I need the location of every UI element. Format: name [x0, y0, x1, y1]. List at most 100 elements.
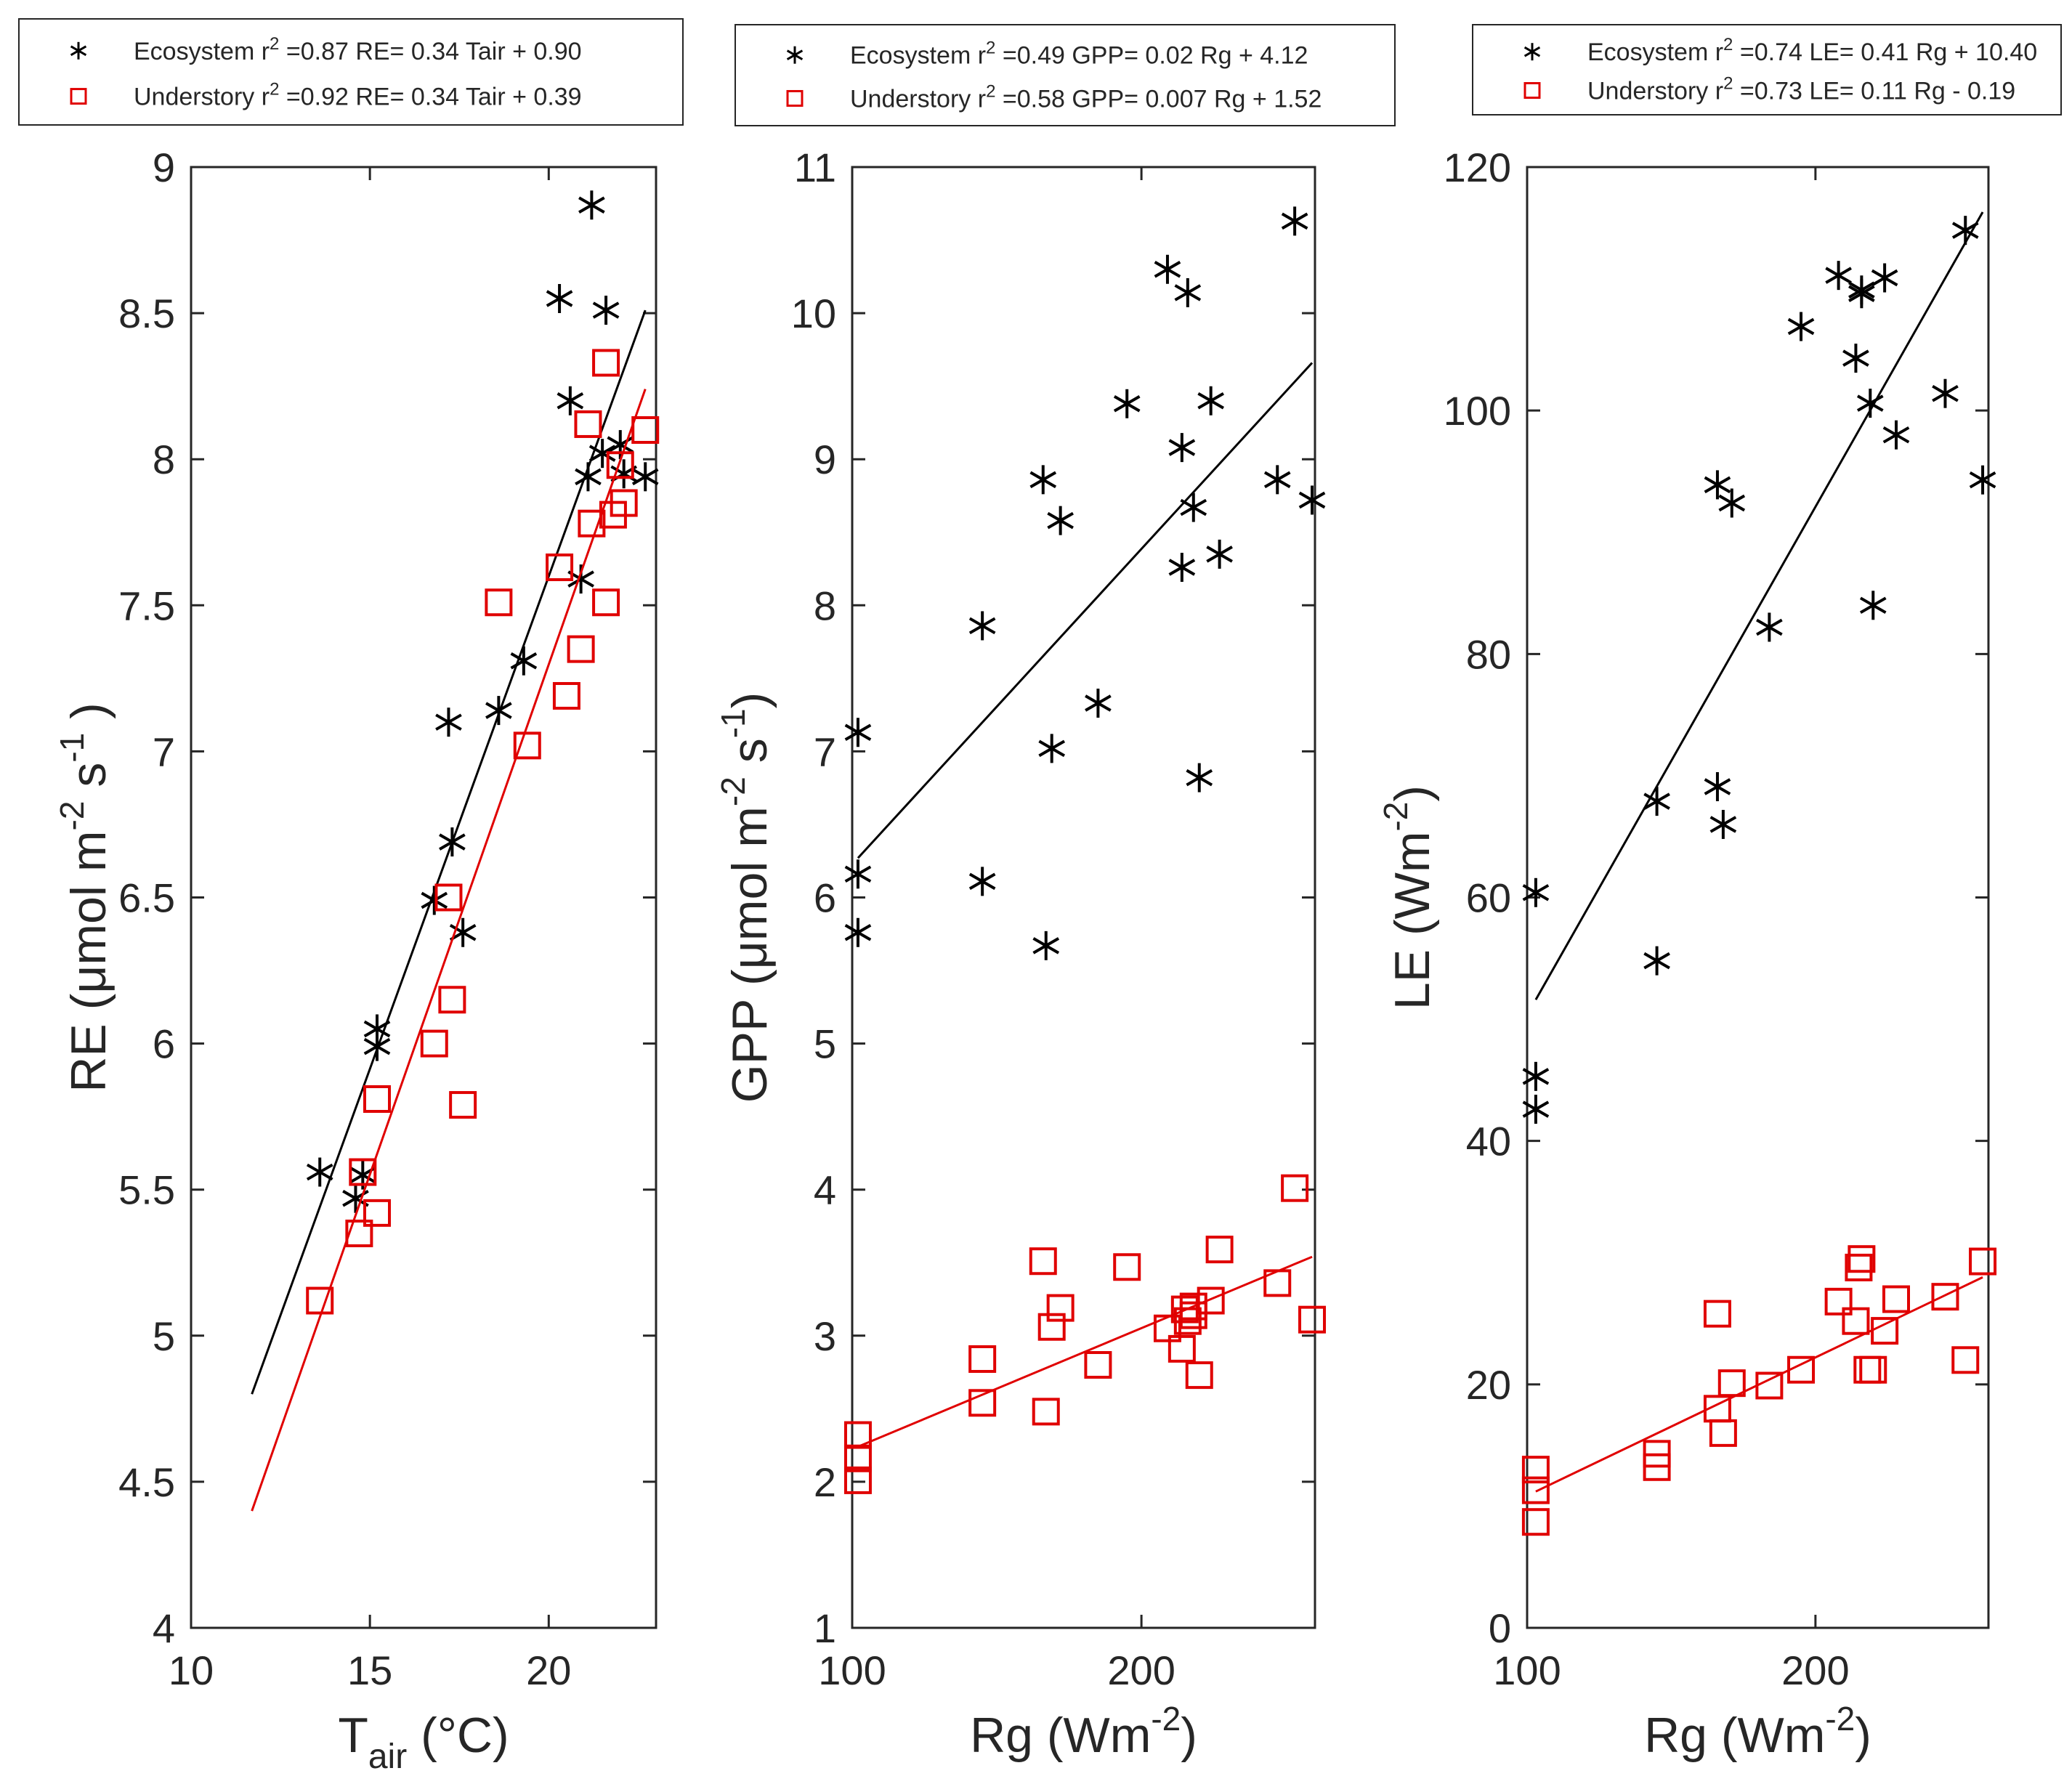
- understory-point: [1037, 1313, 1066, 1341]
- ecosystem-point: [1704, 470, 1731, 500]
- ecosystem-point: [1842, 344, 1869, 373]
- y-axis-title: LE (Wm-2): [1377, 785, 1440, 1010]
- understory-point: [1709, 1419, 1737, 1447]
- understory-point: [578, 509, 606, 538]
- ecosystem-point: [1522, 1095, 1550, 1124]
- ecosystem-point: [1263, 465, 1291, 495]
- ecosystem-point: [439, 827, 466, 857]
- y-tick-label: 4: [814, 1167, 836, 1213]
- understory-point: [1521, 1476, 1550, 1504]
- understory-point: [1787, 1355, 1816, 1384]
- ecosystem-point: [1871, 263, 1898, 293]
- understory-point: [1029, 1247, 1057, 1276]
- ecosystem-point: [1969, 465, 1996, 495]
- ecosystem-point: [844, 917, 872, 947]
- chart-panel-3: 0 20 40 60 80 100 120 100 200 Rg (Wm-2) LE (Wm-2) E…: [1377, 24, 2062, 1763]
- understory-point: [1845, 1253, 1873, 1281]
- ecosystem-point: [1856, 389, 1884, 418]
- understory-point: [420, 1029, 448, 1058]
- ecosystem-point: [844, 718, 872, 747]
- y-tick-label: 20: [1466, 1362, 1511, 1408]
- legend-ecosystem-marker: [1523, 43, 1541, 61]
- ecosystem-point: [1859, 591, 1887, 620]
- understory-point: [1703, 1300, 1731, 1328]
- y-tick-label: 5: [153, 1313, 175, 1359]
- x-tick-label: 200: [1107, 1647, 1175, 1693]
- understory-point: [1842, 1307, 1870, 1335]
- ecosystem-point: [968, 867, 996, 896]
- y-tick-label: 2: [814, 1459, 836, 1505]
- understory-point: [1298, 1305, 1327, 1334]
- understory-point: [610, 489, 638, 517]
- ecosystem-point: [1882, 420, 1910, 450]
- understory-point: [1113, 1253, 1141, 1281]
- plot-marks: [843, 206, 1327, 1494]
- ecosystem-point: [1197, 386, 1224, 415]
- understory-point: [1951, 1346, 1980, 1374]
- y-tick-label: 60: [1466, 875, 1511, 921]
- legend-understory-marker: [786, 89, 804, 107]
- understory-point: [1185, 1361, 1213, 1390]
- ecosystem-point: [1932, 378, 1959, 408]
- ecosystem-point: [1522, 877, 1550, 907]
- plot-area-box: [190, 166, 657, 1629]
- understory-point: [1871, 1317, 1899, 1345]
- ecosystem-point: [1180, 492, 1207, 522]
- understory-point: [363, 1085, 391, 1114]
- ecosystem-point: [1298, 485, 1326, 515]
- chart-panel-2: 1 2 3 4 5 6 7 8 9 10 11 100 200 Rg (Wm-2) GPP (μmol m-…: [714, 24, 1396, 1763]
- ecosystem-point: [1643, 787, 1670, 816]
- ecosystem-point: [1522, 1061, 1550, 1091]
- understory-point: [968, 1345, 997, 1373]
- ecosystem-point: [306, 1157, 333, 1187]
- understory-point: [631, 415, 660, 444]
- y-tick-label: 80: [1466, 631, 1511, 677]
- ecosystem-point: [1085, 689, 1112, 718]
- understory-point: [434, 883, 463, 912]
- understory-point: [1882, 1285, 1910, 1313]
- chart-panel-1: 4 4.5 5 5.5 6 6.5 7 7.5 8 8.5 9 10 15 20 Tair (°C) RE (…: [18, 18, 684, 1776]
- ecosystem-point: [363, 1031, 391, 1061]
- ecosystem-point: [1951, 216, 1979, 246]
- understory-point: [1281, 1174, 1309, 1202]
- understory-point: [1521, 1456, 1550, 1484]
- ecosystem-point: [1206, 539, 1233, 569]
- ecosystem-fit-line: [857, 362, 1314, 859]
- legend: Ecosystem r2 =0.74 LE= 0.41 Rg + 10.40 Un…: [1472, 24, 2062, 115]
- understory-point: [592, 588, 620, 617]
- understory-point: [567, 635, 595, 663]
- understory-fit-line: [251, 389, 647, 1512]
- legend-ecosystem-marker: [786, 46, 804, 64]
- understory-point: [843, 1466, 872, 1494]
- understory-point: [1859, 1355, 1887, 1384]
- understory-point: [1032, 1398, 1060, 1426]
- understory-point: [1084, 1351, 1112, 1379]
- understory-point: [1179, 1292, 1207, 1321]
- ecosystem-point: [1281, 206, 1308, 236]
- understory-point: [552, 681, 580, 710]
- x-tick-label: 100: [1493, 1647, 1561, 1693]
- ecosystem-point: [1029, 465, 1057, 495]
- y-tick-label: 11: [794, 145, 836, 190]
- ecosystem-point: [631, 462, 659, 492]
- understory-point: [1824, 1287, 1853, 1315]
- understory-point: [1969, 1247, 1997, 1276]
- ecosystem-point: [435, 708, 462, 737]
- y-tick-label: 40: [1466, 1119, 1511, 1164]
- legend-entry-ecosystem: Ecosystem r2 =0.87 RE= 0.34 Tair + 0.90: [134, 34, 582, 65]
- y-tick-label: 5.5: [118, 1167, 175, 1213]
- legend-box: [1472, 24, 2062, 115]
- x-tick-label: 100: [818, 1647, 886, 1693]
- understory-point: [345, 1220, 373, 1248]
- ecosystem-point: [1174, 277, 1202, 307]
- ecosystem-point: [557, 386, 584, 415]
- understory-point: [1197, 1286, 1225, 1315]
- understory-point: [546, 554, 574, 582]
- plot-marks: [1521, 211, 1997, 1536]
- ecosystem-point: [578, 190, 605, 220]
- legend: Ecosystem r2 =0.49 GPP= 0.02 Rg + 4.12 Un…: [734, 24, 1396, 126]
- understory-point: [1643, 1453, 1671, 1481]
- understory-point: [306, 1286, 334, 1315]
- legend-ecosystem-marker: [70, 41, 87, 60]
